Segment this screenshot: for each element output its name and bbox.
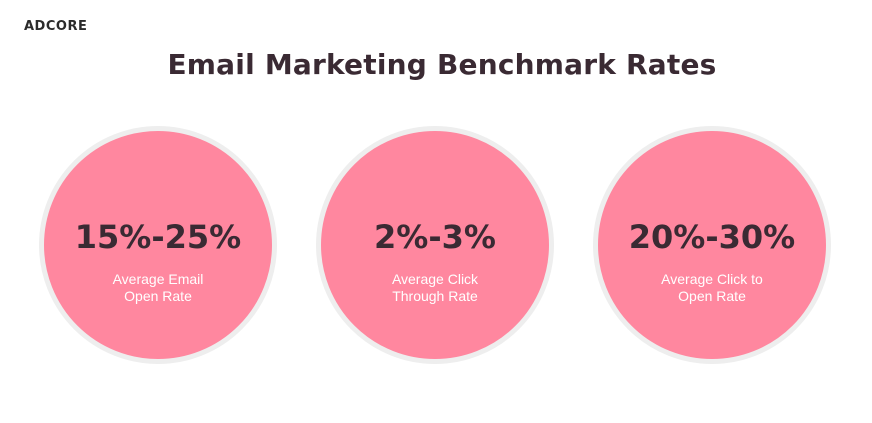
brand-logo: ADCORE <box>24 19 88 34</box>
stat-circle-click-to-open-rate: 20%-30% Average Click to Open Rate <box>593 126 831 364</box>
stat-value: 2%-3% <box>374 218 496 256</box>
stat-label: Average Email Open Rate <box>44 271 272 305</box>
stat-value: 15%-25% <box>74 218 242 256</box>
stat-label-line2: Through Rate <box>392 288 478 304</box>
stat-label-line2: Open Rate <box>124 288 192 304</box>
stat-label-line2: Open Rate <box>678 288 746 304</box>
stat-label-line1: Average Click to <box>661 271 763 287</box>
stat-value: 20%-30% <box>628 218 796 256</box>
stat-label: Average Click Through Rate <box>321 271 549 305</box>
page-title: Email Marketing Benchmark Rates <box>167 48 717 81</box>
stat-circle-open-rate: 15%-25% Average Email Open Rate <box>39 126 277 364</box>
stat-label: Average Click to Open Rate <box>598 271 826 305</box>
stat-label-line1: Average Email <box>112 271 204 287</box>
stat-circle-click-through-rate: 2%-3% Average Click Through Rate <box>316 126 554 364</box>
stat-label-line1: Average Click <box>391 271 479 287</box>
